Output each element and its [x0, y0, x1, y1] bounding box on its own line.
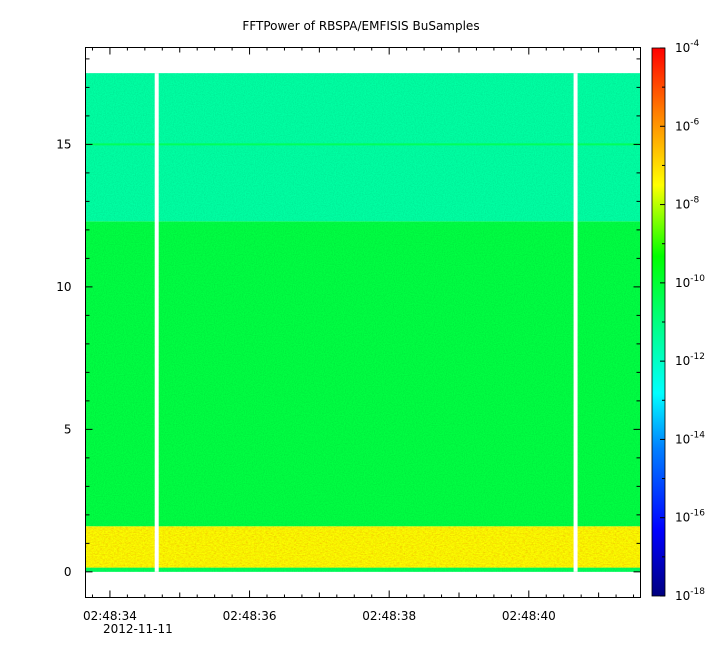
- colorbar-tick-label: 10-8: [675, 196, 700, 212]
- data-gap: [154, 73, 159, 572]
- plot-area: [86, 73, 640, 572]
- y-axis: 0 5 10 15: [56, 58, 641, 579]
- x-tick-label: 02:48:38: [362, 609, 416, 623]
- y-tick-label: 15: [56, 137, 71, 151]
- x-axis: 02:48:34 02:48:36 02:48:38 02:48:40: [83, 47, 635, 623]
- chart-title: FFTPower of RBSPA/EMFISIS BuSamples: [242, 19, 479, 33]
- spectrogram-texture: [86, 73, 640, 572]
- y-tick-label: 0: [64, 565, 72, 579]
- x-tick-label: 02:48:34: [83, 609, 137, 623]
- colorbar-axis: 10-18 10-16 10-14 10-12 10-10 10-8 10-6 10-4: [660, 39, 705, 603]
- y-tick-label: 5: [64, 422, 72, 436]
- colorbar-tick-label: 10-12: [675, 352, 705, 368]
- x-axis-date-label: 2012-11-11: [103, 622, 173, 636]
- y-tick-label: 10: [56, 280, 71, 294]
- low-frequency-texture: [86, 526, 640, 568]
- colorbar-tick-label: 10-4: [675, 39, 700, 55]
- colorbar-tick-label: 10-6: [675, 117, 700, 133]
- colorbar-tick-label: 10-18: [675, 587, 705, 603]
- colorbar-tick-label: 10-16: [675, 509, 705, 525]
- data-gap: [573, 73, 578, 572]
- colorbar-tick-label: 10-14: [675, 430, 705, 446]
- x-tick-label: 02:48:36: [223, 609, 277, 623]
- colorbar-tick-label: 10-10: [675, 274, 705, 290]
- plot-frame: [85, 47, 641, 598]
- x-tick-label: 02:48:40: [502, 609, 556, 623]
